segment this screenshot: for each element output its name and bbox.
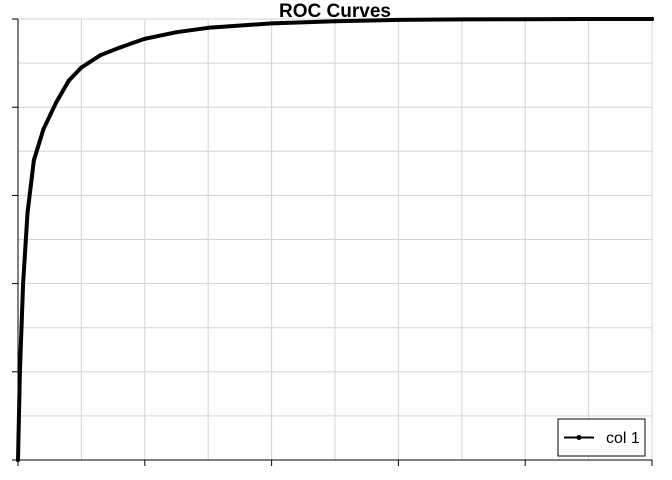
data-point <box>459 17 464 22</box>
series-layer <box>16 17 654 462</box>
data-point <box>523 17 528 22</box>
legend-label: col 1 <box>606 430 640 447</box>
data-point <box>98 53 103 58</box>
legend-marker <box>576 435 582 440</box>
data-point <box>66 78 71 83</box>
chart-title: ROC Curves <box>279 1 391 22</box>
data-point <box>31 158 36 163</box>
data-point <box>396 17 401 22</box>
axis-ticks <box>12 18 653 466</box>
data-point <box>25 211 30 216</box>
data-point <box>206 25 211 30</box>
data-point <box>117 45 122 50</box>
data-point <box>16 458 20 462</box>
data-point <box>21 281 26 286</box>
data-point <box>17 369 22 374</box>
data-point <box>79 65 84 70</box>
data-point <box>174 30 179 35</box>
data-point <box>142 36 147 41</box>
data-point <box>586 17 591 21</box>
data-point <box>54 100 59 105</box>
data-point <box>41 127 46 132</box>
grid-lines <box>17 18 653 461</box>
legend: col 1 <box>557 418 646 457</box>
data-point <box>269 21 274 26</box>
data-point <box>650 17 654 21</box>
data-point <box>333 19 337 24</box>
